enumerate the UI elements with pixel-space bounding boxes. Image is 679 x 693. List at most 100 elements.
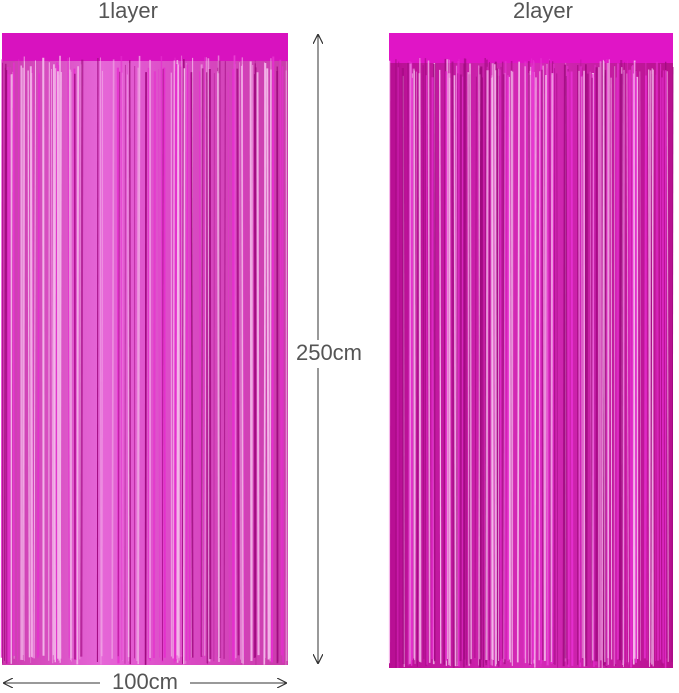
fringe-strand bbox=[29, 66, 33, 657]
fringe-strand bbox=[603, 61, 606, 663]
fringe-strand bbox=[655, 61, 660, 661]
fringe-strand bbox=[639, 71, 641, 661]
fringe-strand bbox=[546, 68, 549, 666]
fringe-strand bbox=[474, 76, 477, 659]
fringe-strand bbox=[651, 69, 654, 665]
fringe-strand bbox=[172, 60, 176, 659]
width-label: 100cm bbox=[112, 669, 178, 693]
fringe-strand bbox=[251, 65, 254, 660]
fringe-strand bbox=[499, 69, 502, 666]
fringe-strand bbox=[504, 61, 507, 660]
fringe-strand bbox=[584, 64, 587, 659]
fringe-strand bbox=[190, 72, 194, 658]
fringe-strand bbox=[634, 62, 636, 661]
fringe-strand bbox=[17, 59, 20, 662]
fringe-strand bbox=[48, 62, 50, 661]
fringe-strand bbox=[152, 71, 156, 659]
fringe-strand bbox=[666, 71, 669, 662]
fringe-strand bbox=[79, 64, 82, 660]
fringe-strand bbox=[76, 66, 80, 665]
fringe-strand bbox=[117, 71, 121, 657]
fringe-strand bbox=[185, 64, 189, 661]
fringe-strand bbox=[401, 68, 405, 665]
fringe-strand bbox=[281, 66, 284, 663]
fringe-strand bbox=[547, 58, 551, 666]
fringe-strand bbox=[632, 65, 634, 660]
fringe-strand bbox=[542, 65, 546, 662]
fringe-strand bbox=[509, 70, 513, 663]
fringe-strand bbox=[544, 74, 548, 661]
fringe-strand bbox=[527, 61, 531, 666]
fringe-strand bbox=[507, 76, 511, 660]
fringe-strand bbox=[223, 61, 226, 659]
fringe-strand bbox=[550, 73, 554, 663]
fringe-strand bbox=[10, 74, 13, 665]
fringe-strand bbox=[200, 68, 204, 657]
fringe-strand bbox=[27, 70, 31, 658]
fringe-strand bbox=[552, 63, 555, 664]
fringe-strand bbox=[562, 64, 566, 667]
fringe-strand bbox=[67, 61, 70, 659]
fringe-strand bbox=[631, 65, 634, 660]
fringe-strand bbox=[625, 60, 629, 663]
fringe-strand bbox=[467, 72, 471, 666]
fringe-strand bbox=[481, 77, 484, 668]
fringe-strand bbox=[236, 68, 240, 656]
fringe-strand bbox=[439, 69, 442, 664]
curtain-header bbox=[2, 33, 288, 61]
fringe-strand bbox=[443, 58, 447, 665]
fringe-strand bbox=[269, 58, 272, 662]
fringe-strand bbox=[188, 73, 192, 660]
fringe-strand bbox=[266, 68, 270, 660]
fringe-strand bbox=[58, 55, 61, 661]
panel-label: 2layer bbox=[513, 0, 573, 23]
fringe-strand bbox=[198, 71, 202, 656]
fringe-strand bbox=[33, 60, 36, 659]
fringe-strand bbox=[453, 75, 457, 667]
fringe-strand bbox=[538, 71, 541, 661]
fringe-strand bbox=[270, 56, 275, 663]
fringe-strand bbox=[279, 59, 283, 656]
fringe-strand bbox=[433, 63, 436, 661]
fringe-strand bbox=[570, 71, 574, 666]
fringe-strand bbox=[136, 67, 139, 661]
fringe-strand bbox=[541, 69, 544, 661]
fringe-strand bbox=[465, 58, 468, 666]
fringe-strand bbox=[516, 61, 520, 663]
fringe-strand bbox=[585, 73, 589, 667]
fringe-strand bbox=[485, 70, 489, 660]
fringe-strand bbox=[80, 59, 84, 657]
label-background bbox=[290, 340, 368, 368]
fringe-strand bbox=[52, 64, 55, 656]
fringe-strand bbox=[218, 60, 222, 658]
fringe-strand bbox=[628, 69, 633, 668]
fringe-strand bbox=[137, 55, 141, 665]
fringe-strand bbox=[478, 74, 481, 666]
fringe-strand bbox=[253, 63, 256, 658]
fringe-strand bbox=[534, 77, 537, 668]
fringe-strand bbox=[217, 73, 221, 658]
fringe-strand bbox=[457, 60, 461, 667]
fringe-strand bbox=[410, 77, 413, 666]
fringe-strand bbox=[556, 73, 559, 668]
fringe-strand bbox=[495, 70, 498, 665]
fringe-strand bbox=[614, 77, 618, 665]
fringe-strand bbox=[643, 75, 647, 659]
fringe-strand bbox=[158, 69, 160, 658]
curtain-one-layer bbox=[0, 33, 288, 665]
fringe-strand bbox=[549, 60, 551, 662]
fringe-strand bbox=[604, 72, 608, 668]
fringe-strand bbox=[6, 67, 9, 665]
fringe-strand bbox=[54, 62, 59, 662]
fringe-strand bbox=[414, 71, 417, 664]
fringe-strand bbox=[671, 66, 674, 663]
fringe-strand bbox=[567, 71, 570, 660]
fringe-strand bbox=[407, 60, 411, 666]
fringe-strand bbox=[59, 72, 62, 663]
fringe-strand bbox=[174, 64, 178, 662]
fringe-strand bbox=[626, 73, 629, 663]
fringe-strand bbox=[227, 72, 230, 664]
fringe-strand bbox=[649, 70, 652, 663]
fringe-strand bbox=[37, 69, 40, 656]
fringe-strand bbox=[469, 63, 473, 660]
